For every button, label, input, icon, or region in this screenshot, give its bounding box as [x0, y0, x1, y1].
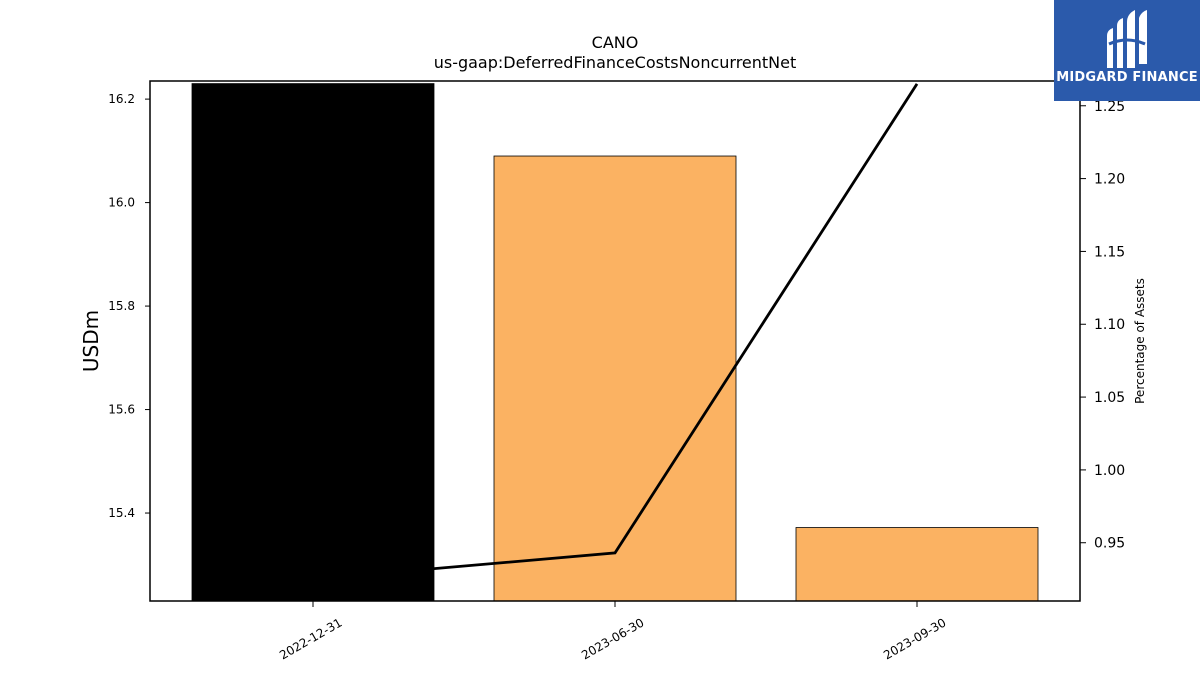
line-group: [312, 83, 919, 581]
bar-2023-06-30: [493, 155, 737, 602]
x-tick-label: 2023-09-30: [881, 615, 948, 662]
y-axis-left: 15.4 15.6 15.8 16.0 16.2: [108, 92, 150, 520]
y-tick-label: 16.2: [108, 92, 135, 106]
y-tick-label: 15.4: [108, 506, 135, 520]
y-axis-label: USDm: [79, 310, 103, 372]
bar-2022-12-31: [191, 83, 435, 602]
y2-tick-label: 1.05: [1094, 390, 1125, 406]
y-tick-label: 16.0: [108, 196, 135, 210]
percentage-of-assets-line: [312, 83, 919, 581]
brand-logo: MIDGARD FINANCE: [1054, 0, 1200, 101]
y2-tick-label: 1.20: [1094, 172, 1125, 188]
y-tick-label: 15.8: [108, 299, 135, 313]
x-tick-label: 2022-12-31: [277, 615, 344, 662]
y2-axis-label: Percentage of Assets: [1133, 278, 1147, 404]
x-tick-label: 2023-06-30: [579, 615, 646, 662]
x-axis: 2022-12-31 2023-06-30 2023-09-30: [277, 601, 949, 662]
y2-tick-label: 1.25: [1094, 99, 1125, 115]
y2-tick-label: 1.10: [1094, 317, 1125, 333]
chart-subtitle: us-gaap:DeferredFinanceCostsNoncurrentNe…: [434, 53, 797, 72]
bar-group: [191, 83, 1039, 602]
y2-tick-label: 1.15: [1094, 244, 1125, 260]
midgard-logo-icon: [1107, 10, 1147, 68]
y2-tick-label: 1.00: [1094, 463, 1125, 479]
y-tick-label: 15.6: [108, 403, 135, 417]
bar-2023-09-30: [795, 527, 1039, 602]
chart-title: CANO: [592, 33, 639, 52]
brand-name: MIDGARD FINANCE: [1056, 70, 1198, 85]
y2-tick-label: 0.95: [1094, 536, 1125, 552]
y-axis-right: 0.95 1.00 1.05 1.10 1.15 1.20 1.25: [1080, 99, 1125, 552]
